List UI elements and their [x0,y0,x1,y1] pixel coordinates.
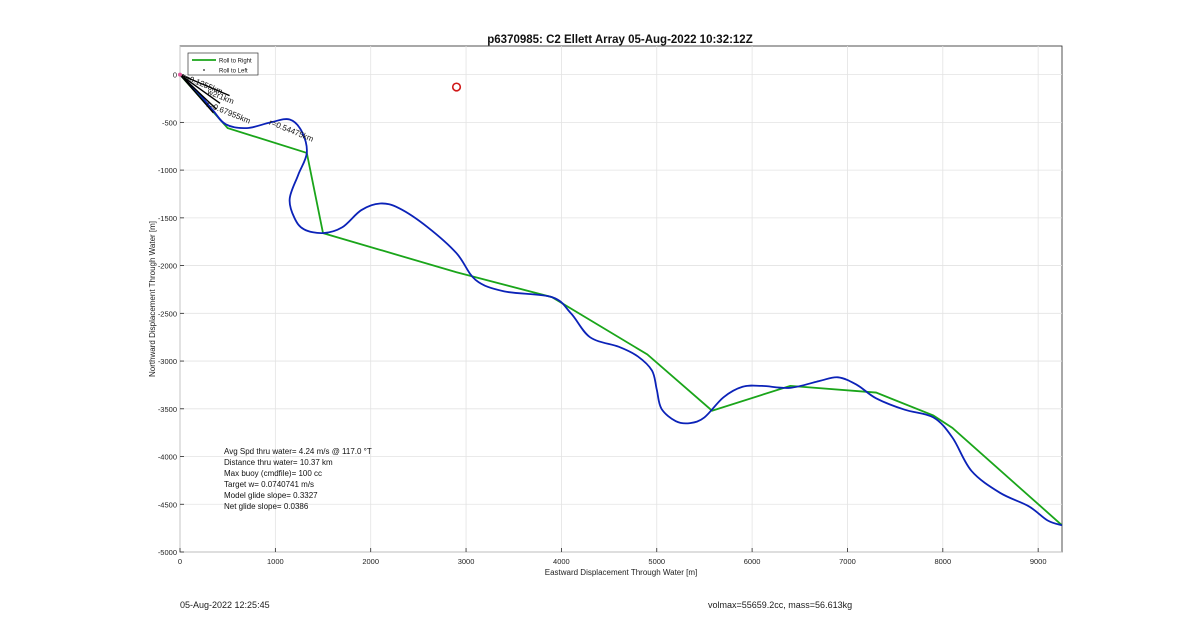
x-tick-label: 9000 [1030,557,1047,566]
x-tick-label: 7000 [839,557,856,566]
stats-text: Avg Spd thru water= 4.24 m/s @ 117.0 °T D… [224,447,372,511]
legend-label-roll-to-left: Roll to Left [219,69,248,75]
y-tick-label: -4500 [158,500,177,509]
markers [178,72,462,92]
x-tick-label: 1000 [267,557,284,566]
y-tick-label: -3000 [158,357,177,366]
y-tick-label: -3500 [158,405,177,414]
y-tick-label: -1000 [158,166,177,175]
y-tick-label: -5000 [158,548,177,557]
legend-label-roll-to-right: Roll to Right [219,59,252,65]
y-tick-label: -2000 [158,262,177,271]
legend-box [187,52,259,76]
legend: Roll to Right Roll to Left [187,52,259,76]
radius-segment [179,74,214,114]
y-tick-label: -500 [162,118,177,127]
x-tick-label: 6000 [744,557,761,566]
footer-timestamp: 05-Aug-2022 12:25:45 [180,600,270,610]
x-tick-label: 8000 [934,557,951,566]
radius-segment [179,74,221,104]
y-tick-label: -4000 [158,453,177,462]
x-axis-label: Eastward Displacement Through Water [m] [545,568,698,577]
x-tick-label: 2000 [362,557,379,566]
origin-point-marker [178,72,182,77]
radius-segment [179,74,217,110]
y-tick-label: -2500 [158,309,177,318]
stats-line: Avg Spd thru water= 4.24 m/s @ 117.0 °T [224,447,372,456]
y-axis-label: Northward Displacement Through Water [m] [148,221,157,377]
stats-line: Max buoy (cmdfile)= 100 cc [224,469,322,478]
footer-volmax-mass: volmax=55659.2cc, mass=56.613kg [708,600,853,610]
x-tick-label: 0 [178,557,182,566]
x-tick-label: 3000 [458,557,475,566]
radius-segment [179,73,230,97]
y-tick-label: -1500 [158,214,177,223]
stats-line: Net glide slope= 0.0386 [224,502,309,511]
x-tick-label: 5000 [648,557,665,566]
legend-swatch-roll-to-left [203,69,205,71]
stats-line: Distance thru water= 10.37 km [224,458,333,467]
grid [179,46,1062,553]
stats-line: Model glide slope= 0.3327 [224,491,318,500]
plot-area [179,45,1063,553]
start-circle-marker [451,82,462,92]
series-line-track [179,74,1063,527]
axis-ticks: 0 1000 2000 3000 4000 5000 6000 7000 8000 90000-5… [158,71,1047,566]
stats-line: Target w= 0.0740741 m/s [224,480,314,489]
y-tick-label: 0 [173,71,177,80]
chart-title: p6370985: C2 Ellett Array 05-Aug-2022 10… [487,34,752,46]
series-layer [179,73,1063,527]
x-tick-label: 4000 [553,557,570,566]
